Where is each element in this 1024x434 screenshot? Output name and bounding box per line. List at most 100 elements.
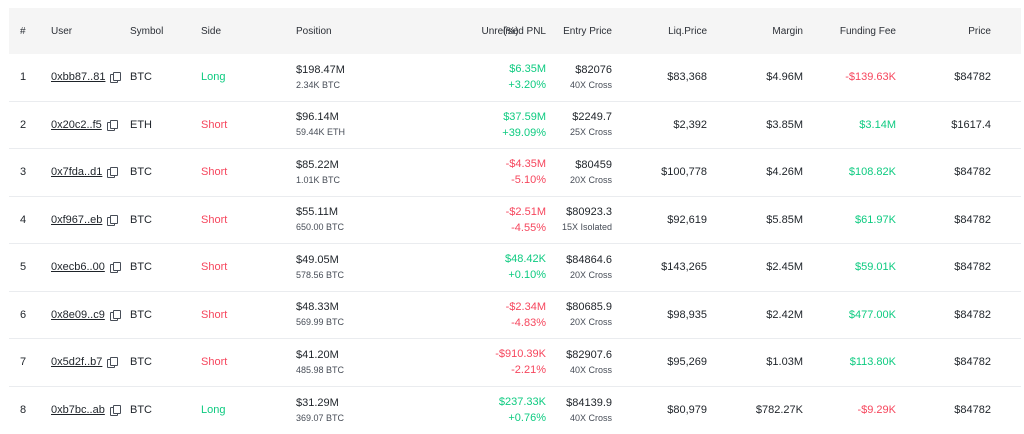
- header-liq-price[interactable]: Liq.Price: [668, 8, 707, 54]
- pnl-cell: $237.33K+0.76%: [499, 387, 546, 434]
- header-user[interactable]: User: [51, 8, 72, 54]
- user-address-link[interactable]: 0x7fda..d1: [51, 166, 102, 178]
- header-margin[interactable]: Margin: [772, 8, 803, 54]
- pnl-value: -$2.51M: [506, 205, 546, 219]
- user-cell: 0xb7bc..ab: [51, 387, 119, 434]
- leverage: 40X Cross: [570, 364, 612, 377]
- symbol: BTC: [130, 339, 152, 386]
- header-funding-fee[interactable]: Funding Fee: [840, 8, 896, 54]
- position-size: 569.99 BTC: [296, 316, 344, 329]
- pnl-value: $37.59M: [503, 110, 546, 124]
- leverage: 20X Cross: [570, 316, 612, 329]
- row-index: 8: [20, 387, 26, 434]
- header-entry-price[interactable]: Entry Price: [563, 8, 612, 54]
- entry-price: $82076: [575, 63, 612, 77]
- user-address-link[interactable]: 0x8e09..c9: [51, 309, 105, 321]
- leverage: 40X Cross: [570, 79, 612, 92]
- side-label: Short: [201, 197, 227, 244]
- copy-icon[interactable]: [107, 357, 116, 367]
- user-address-link[interactable]: 0xbb87..81: [51, 71, 105, 83]
- position-size: 485.98 BTC: [296, 364, 344, 377]
- header-pnl-percent[interactable]: (%): [503, 8, 519, 54]
- symbol: BTC: [130, 197, 152, 244]
- leverage: 20X Cross: [570, 269, 612, 282]
- copy-icon[interactable]: [107, 167, 116, 177]
- copy-icon[interactable]: [110, 72, 119, 82]
- copy-icon[interactable]: [107, 120, 116, 130]
- symbol: BTC: [130, 387, 152, 434]
- pnl-cell: -$2.51M -4.55%: [506, 197, 546, 244]
- header-symbol[interactable]: Symbol: [130, 8, 163, 54]
- pnl-cell: $6.35M+3.20%: [508, 54, 546, 101]
- pnl-value: $237.33K: [499, 395, 546, 409]
- pnl-value: -$4.35M: [506, 157, 546, 171]
- symbol: BTC: [130, 244, 152, 291]
- user-address-link[interactable]: 0xf967..eb: [51, 214, 102, 226]
- user-cell: 0xf967..eb: [51, 197, 116, 244]
- header-side[interactable]: Side: [201, 8, 221, 54]
- price: $1617.4: [951, 102, 991, 149]
- position-value: $48.33M: [296, 300, 339, 314]
- margin: $782.27K: [756, 387, 803, 434]
- position-cell: $85.22M 1.01K BTC: [296, 149, 340, 196]
- entry-cell: $80685.9 20X Cross: [566, 292, 612, 339]
- side-label: Long: [201, 54, 225, 101]
- copy-icon[interactable]: [110, 262, 119, 272]
- position-value: $198.47M: [296, 63, 345, 77]
- user-address-link[interactable]: 0x5d2f..b7: [51, 356, 102, 368]
- liq-price: $98,935: [667, 292, 707, 339]
- side-label: Short: [201, 244, 227, 291]
- position-size: 1.01K BTC: [296, 174, 340, 187]
- position-size: 369.07 BTC: [296, 412, 344, 425]
- position-cell: $31.29M 369.07 BTC: [296, 387, 344, 434]
- margin: $3.85M: [766, 102, 803, 149]
- user-address-link[interactable]: 0x20c2..f5: [51, 119, 102, 131]
- row-index: 7: [20, 339, 26, 386]
- user-address-link[interactable]: 0xb7bc..ab: [51, 404, 105, 416]
- pnl-percent: +39.09%: [502, 126, 546, 140]
- copy-icon[interactable]: [110, 310, 119, 320]
- liq-price: $100,778: [661, 149, 707, 196]
- header-price[interactable]: Price: [968, 8, 991, 54]
- pnl-percent: -4.55%: [511, 221, 546, 235]
- pnl-cell: $37.59M +39.09%: [502, 102, 546, 149]
- funding-fee: -$9.29K: [857, 387, 896, 434]
- symbol: BTC: [130, 292, 152, 339]
- header-index: #: [20, 8, 26, 54]
- position-value: $31.29M: [296, 396, 339, 410]
- pnl-percent: +3.20%: [508, 78, 546, 92]
- price: $84782: [954, 197, 991, 244]
- copy-icon[interactable]: [110, 405, 119, 415]
- header-position[interactable]: Position: [296, 8, 332, 54]
- position-size: 2.34K BTC: [296, 79, 340, 92]
- funding-fee: $59.01K: [855, 244, 896, 291]
- price: $84782: [954, 149, 991, 196]
- leverage: 15X Isolated: [562, 221, 612, 234]
- entry-price: $80685.9: [566, 300, 612, 314]
- positions-table: # User Symbol Side Position Unrelised PN…: [9, 8, 1021, 434]
- row-index: 6: [20, 292, 26, 339]
- position-value: $96.14M: [296, 110, 339, 124]
- liq-price: $83,368: [667, 54, 707, 101]
- user-address-link[interactable]: 0xecb6..00: [51, 261, 105, 273]
- position-value: $85.22M: [296, 158, 339, 172]
- leverage: 20X Cross: [570, 174, 612, 187]
- copy-icon[interactable]: [107, 215, 116, 225]
- symbol: ETH: [130, 102, 152, 149]
- price: $84782: [954, 339, 991, 386]
- pnl-percent: -5.10%: [511, 173, 546, 187]
- position-value: $55.11M: [296, 205, 338, 219]
